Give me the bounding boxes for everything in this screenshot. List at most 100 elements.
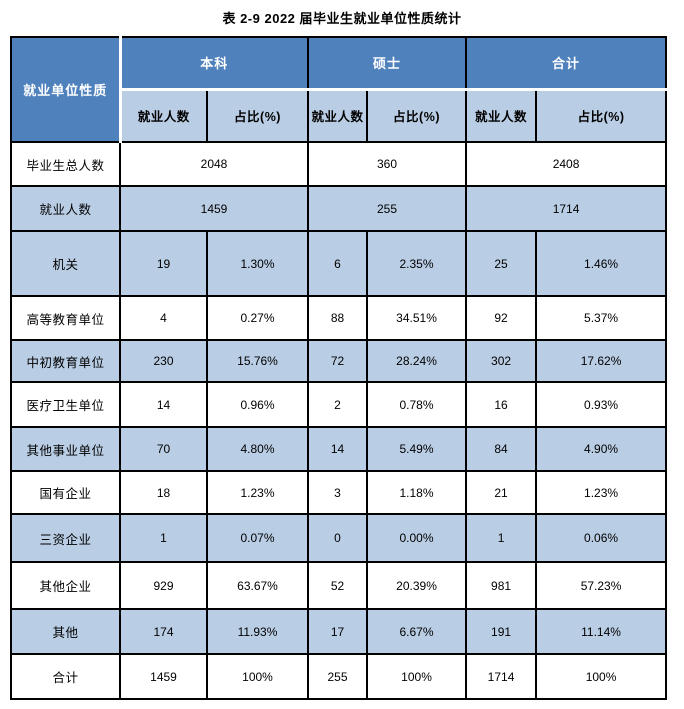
subheader-count: 就业人数: [465, 88, 538, 143]
corner-header: 就业单位性质: [10, 36, 122, 143]
value-cell: 88: [307, 295, 369, 341]
row-label: 国有企业: [10, 470, 121, 515]
row-label: 合计: [10, 653, 121, 700]
value-cell: 4.90%: [535, 426, 668, 472]
value-cell: 4: [119, 295, 208, 341]
subheader-percent: 占比(%): [366, 88, 468, 143]
table-row: 机关 19 1.30% 6 2.35% 25 1.46%: [10, 230, 668, 297]
value-cell: 1: [465, 513, 538, 563]
value-cell: 255: [307, 653, 369, 700]
value-cell: 2.35%: [366, 230, 468, 297]
row-label: 其他事业单位: [10, 426, 121, 472]
value-cell: 6.67%: [366, 608, 468, 655]
merged-value-cell: 1714: [465, 185, 668, 232]
value-cell: 1.46%: [535, 230, 668, 297]
row-label: 中初教育单位: [10, 339, 121, 383]
employment-unit-table: 就业单位性质 本科 硕士 合计 就业人数 占比(%) 就业人数 占比(%) 就业…: [10, 36, 668, 700]
value-cell: 11.14%: [535, 608, 668, 655]
value-cell: 17: [307, 608, 369, 655]
value-cell: 18: [119, 470, 208, 515]
table-row: 国有企业 18 1.23% 3 1.18% 21 1.23%: [10, 470, 668, 515]
group-header-undergraduate: 本科: [118, 36, 310, 91]
value-cell: 5.37%: [535, 295, 668, 341]
value-cell: 174: [119, 608, 208, 655]
merged-value-cell: 360: [307, 141, 468, 187]
table-row: 高等教育单位 4 0.27% 88 34.51% 92 5.37%: [10, 295, 668, 341]
value-cell: 14: [119, 381, 208, 428]
row-label: 机关: [10, 230, 121, 297]
merged-value-cell: 255: [307, 185, 468, 232]
value-cell: 230: [119, 339, 208, 383]
value-cell: 2: [307, 381, 369, 428]
summary-row: 毕业生总人数 2048 360 2408: [10, 141, 668, 187]
subheader-count: 就业人数: [307, 88, 369, 143]
value-cell: 1459: [119, 653, 208, 700]
value-cell: 57.23%: [535, 561, 668, 610]
value-cell: 84: [465, 426, 538, 472]
value-cell: 1.23%: [535, 470, 668, 515]
value-cell: 3: [307, 470, 369, 515]
value-cell: 15.76%: [205, 339, 310, 383]
row-label: 就业人数: [10, 185, 121, 232]
merged-value-cell: 1459: [118, 185, 310, 232]
subheader-percent: 占比(%): [535, 88, 668, 143]
value-cell: 34.51%: [366, 295, 468, 341]
value-cell: 1.30%: [205, 230, 310, 297]
subheader-count: 就业人数: [119, 88, 208, 143]
value-cell: 0.06%: [535, 513, 668, 563]
row-label: 毕业生总人数: [10, 141, 121, 187]
group-header-total: 合计: [465, 36, 668, 91]
table-row: 合计 1459 100% 255 100% 1714 100%: [10, 653, 668, 700]
merged-value-cell: 2408: [465, 141, 668, 187]
value-cell: 63.67%: [205, 561, 310, 610]
value-cell: 92: [465, 295, 538, 341]
value-cell: 28.24%: [366, 339, 468, 383]
value-cell: 191: [465, 608, 538, 655]
table-caption: 表 2-9 2022 届毕业生就业单位性质统计: [222, 11, 462, 26]
table-row: 医疗卫生单位 14 0.96% 2 0.78% 16 0.93%: [10, 381, 668, 428]
value-cell: 929: [119, 561, 208, 610]
value-cell: 0: [307, 513, 369, 563]
table-row: 中初教育单位 230 15.76% 72 28.24% 302 17.62%: [10, 339, 668, 383]
table-row: 其他 174 11.93% 17 6.67% 191 11.14%: [10, 608, 668, 655]
value-cell: 1: [119, 513, 208, 563]
row-label: 医疗卫生单位: [10, 381, 121, 428]
value-cell: 1.23%: [205, 470, 310, 515]
value-cell: 21: [465, 470, 538, 515]
row-label: 其他企业: [10, 561, 121, 610]
value-cell: 100%: [535, 653, 668, 700]
table-row: 其他企业 929 63.67% 52 20.39% 981 57.23%: [10, 561, 668, 610]
table-row: 三资企业 1 0.07% 0 0.00% 1 0.06%: [10, 513, 668, 563]
value-cell: 5.49%: [366, 426, 468, 472]
value-cell: 0.00%: [366, 513, 468, 563]
value-cell: 981: [465, 561, 538, 610]
value-cell: 100%: [205, 653, 310, 700]
value-cell: 11.93%: [205, 608, 310, 655]
row-label: 高等教育单位: [10, 295, 121, 341]
value-cell: 25: [465, 230, 538, 297]
value-cell: 0.27%: [205, 295, 310, 341]
value-cell: 14: [307, 426, 369, 472]
value-cell: 72: [307, 339, 369, 383]
value-cell: 52: [307, 561, 369, 610]
value-cell: 0.78%: [366, 381, 468, 428]
row-label: 三资企业: [10, 513, 121, 563]
value-cell: 16: [465, 381, 538, 428]
value-cell: 4.80%: [205, 426, 310, 472]
value-cell: 0.93%: [535, 381, 668, 428]
group-header-master: 硕士: [307, 36, 468, 91]
merged-value-cell: 2048: [118, 141, 310, 187]
table-row: 其他事业单位 70 4.80% 14 5.49% 84 4.90%: [10, 426, 668, 472]
value-cell: 302: [465, 339, 538, 383]
summary-row: 就业人数 1459 255 1714: [10, 185, 668, 232]
value-cell: 17.62%: [535, 339, 668, 383]
table-body: 毕业生总人数 2048 360 2408 就业人数 1459 255 1714 机关 19 1.30…: [10, 141, 668, 700]
value-cell: 20.39%: [366, 561, 468, 610]
value-cell: 0.96%: [205, 381, 310, 428]
row-label: 其他: [10, 608, 121, 655]
value-cell: 100%: [366, 653, 468, 700]
subheader-percent: 占比(%): [205, 88, 310, 143]
value-cell: 1714: [465, 653, 538, 700]
value-cell: 1.18%: [366, 470, 468, 515]
value-cell: 19: [119, 230, 208, 297]
